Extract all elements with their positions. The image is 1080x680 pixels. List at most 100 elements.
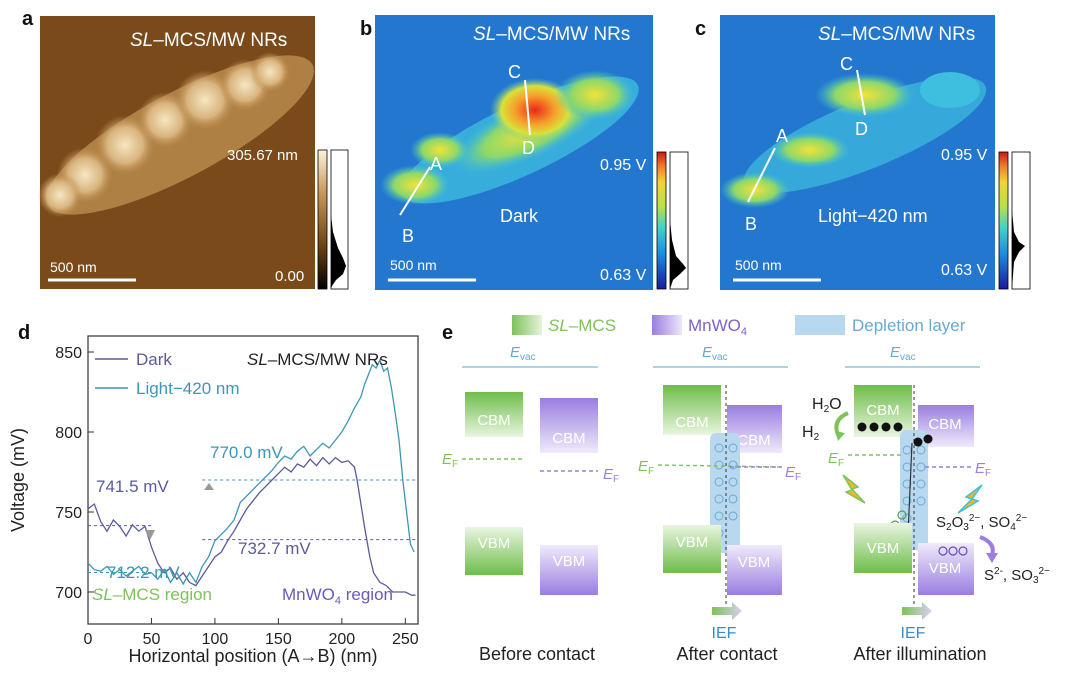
ief-arrow-1 bbox=[712, 602, 742, 620]
slmcs-vbm-block bbox=[465, 527, 523, 575]
legend-mnwo4-swatch bbox=[652, 315, 682, 335]
panel-label-d: d bbox=[18, 322, 31, 344]
axis-ticks: 0 50 100 150 200 250 700 750 800 850 bbox=[55, 345, 418, 648]
contact-slmcs-vbm bbox=[663, 525, 721, 573]
plot-area bbox=[87, 335, 419, 625]
x-tick-label: 150 bbox=[265, 631, 292, 648]
light-line-ab bbox=[747, 147, 776, 203]
panel-label-c: c bbox=[695, 18, 707, 40]
ief-label-1: IEF bbox=[712, 625, 737, 642]
ef-label-purple-3: EF bbox=[975, 460, 991, 479]
light-point-d: D bbox=[855, 119, 868, 139]
light-point-b: B bbox=[745, 214, 757, 234]
dark-point-a: A bbox=[430, 154, 442, 174]
y-tick-label: 700 bbox=[55, 585, 82, 602]
dark-point-d: D bbox=[522, 138, 535, 158]
contact-slmcs-cbm-label: CBM bbox=[675, 414, 708, 431]
ann-dark-right: 732.7 mV bbox=[238, 539, 311, 558]
ief-arrow-2 bbox=[902, 602, 932, 620]
afm-height-max: 305.67 nm bbox=[227, 147, 298, 164]
contact-mnwo4-vbm-label: VBM bbox=[738, 554, 771, 571]
before-contact-diagram: Evac CBM CBM EF EF VBM VBM Before contac… bbox=[442, 344, 619, 664]
after-illumination-diagram: Evac CBM CBM EF EF VBM VBM H2O bbox=[802, 344, 1050, 664]
light-scale-label: 500 nm bbox=[735, 257, 782, 273]
electrons bbox=[857, 422, 933, 447]
light-series-line bbox=[87, 358, 415, 586]
light-line-cd bbox=[856, 69, 866, 116]
h2-label: H2 bbox=[802, 424, 820, 443]
legend-mnwo4-label: MnWO4 bbox=[688, 316, 747, 338]
slmcs-cbm-block bbox=[465, 392, 523, 437]
region-slmcs: SL–MCS region bbox=[92, 585, 212, 604]
dark-vmax: 0.95 V bbox=[600, 157, 647, 174]
kpfm-light-title: SL–MCS/MW NRs bbox=[818, 24, 975, 45]
y-tick-label: 850 bbox=[55, 345, 82, 362]
contact-mnwo4-cbm-label: CBM bbox=[737, 432, 770, 449]
dark-line-cd bbox=[524, 79, 531, 136]
mnwo4-vbm-block bbox=[540, 545, 598, 595]
x-tick-label: 250 bbox=[392, 631, 419, 648]
kpfm-dark-panel: SL–MCS/MW NRs Dark A B C D 500 nm 0.95 V… bbox=[375, 15, 689, 290]
x-tick-label: 200 bbox=[328, 631, 355, 648]
ann-dark-left: 741.5 mV bbox=[96, 477, 169, 496]
legend-dark-label: Dark bbox=[136, 350, 172, 369]
dark-point-c: C bbox=[508, 62, 521, 82]
contact-slmcs-vbm-label: VBM bbox=[676, 534, 709, 551]
kpfm-light-condition: Light−420 nm bbox=[818, 206, 928, 226]
mnwo4-cbm-label: CBM bbox=[552, 430, 585, 447]
mnwo4-cbm-block bbox=[540, 398, 598, 453]
contact-slmcs-cbm bbox=[663, 385, 721, 435]
afm-title: SL–MCS/MW NRs bbox=[130, 30, 287, 51]
illum-slmcs-vbm-label: VBM bbox=[867, 540, 900, 557]
y-tick-label: 800 bbox=[55, 425, 82, 442]
legend-depletion-swatch bbox=[795, 315, 845, 335]
light-lightning-right bbox=[957, 484, 983, 514]
x-tick-label: 100 bbox=[202, 631, 229, 648]
x-tick-label: 50 bbox=[143, 631, 161, 648]
ef-label-purple-2: EF bbox=[785, 464, 801, 483]
h2o-label: H2O bbox=[812, 396, 842, 415]
panel-label-a: a bbox=[22, 8, 34, 30]
caption-after-contact: After contact bbox=[676, 644, 777, 664]
light-potential-map bbox=[720, 72, 987, 208]
series-lines bbox=[87, 358, 416, 596]
kpfm-light-panel: SL–MCS/MW NRs Light−420 nm A B C D 500 n… bbox=[720, 15, 1031, 290]
light-histogram bbox=[1011, 151, 1031, 290]
dark-vmin: 0.63 V bbox=[600, 267, 647, 284]
afm-panel: SL–MCS/MW NRs 500 nm 305.67 nm 0.00 bbox=[38, 16, 349, 290]
legend-slmcs-swatch bbox=[512, 315, 542, 335]
evac-label-1: Evac bbox=[510, 344, 536, 363]
electron-transfer-arrow bbox=[907, 442, 913, 536]
light-lightning-left bbox=[842, 474, 866, 504]
dark-line-ab bbox=[399, 166, 431, 216]
afm-height-min: 0.00 bbox=[275, 268, 304, 285]
y-axis-label: Voltage (mV) bbox=[8, 428, 28, 532]
sacrificial-agents: S2-, SO32− bbox=[984, 566, 1050, 586]
light-vmin: 0.63 V bbox=[941, 262, 988, 279]
panel-label-b: b bbox=[360, 18, 373, 40]
region-mnwo4: MnWO4 region bbox=[282, 585, 393, 607]
ief-label-2: IEF bbox=[901, 625, 926, 642]
illum-mnwo4-vbm-label: VBM bbox=[929, 560, 962, 577]
oxidation-products: S2O32−, SO42− bbox=[936, 513, 1027, 533]
ef-label-purple-1: EF bbox=[603, 466, 619, 485]
slmcs-cbm-label: CBM bbox=[477, 412, 510, 429]
caption-after-illumination: After illumination bbox=[853, 644, 986, 664]
mnwo4-vbm-label: VBM bbox=[553, 553, 586, 570]
kpfm-dark-title: SL–MCS/MW NRs bbox=[473, 24, 630, 45]
profile-title: SL–MCS/MW NRs bbox=[247, 350, 388, 369]
light-colorbar bbox=[998, 151, 1009, 290]
illum-slmcs-cbm-label: CBM bbox=[866, 402, 899, 419]
panel-label-e: e bbox=[442, 322, 454, 344]
illum-mnwo4-vbm bbox=[918, 543, 974, 595]
x-tick-label: 0 bbox=[84, 631, 93, 648]
depletion-layer-1 bbox=[710, 433, 740, 553]
ef-label-green-1: EF bbox=[442, 451, 458, 470]
chart-legend: Dark Light−420 nm bbox=[95, 350, 240, 398]
dark-scale-label: 500 nm bbox=[390, 257, 437, 273]
dark-histogram-shape bbox=[670, 220, 686, 289]
dark-colorbar bbox=[656, 151, 667, 290]
sacrificial-arrow bbox=[979, 535, 995, 556]
light-point-c: C bbox=[840, 54, 853, 74]
afm-scale-label: 500 nm bbox=[50, 259, 97, 275]
